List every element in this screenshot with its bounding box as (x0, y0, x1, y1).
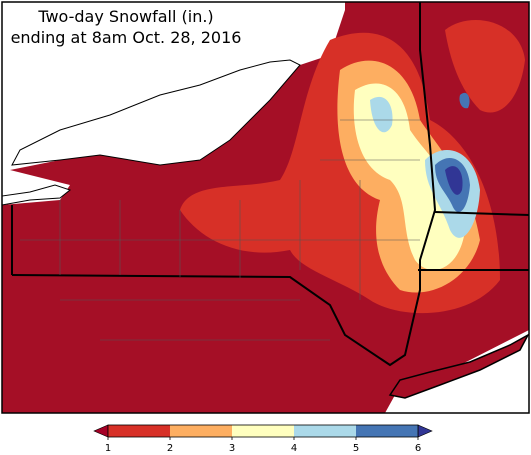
colorbar-over (417, 424, 433, 438)
long-island (388, 333, 530, 399)
colorbar-tick-label: 3 (229, 443, 235, 454)
lake-ontario (11, 59, 301, 166)
colorbar: 1 2 3 4 5 6 (93, 424, 433, 454)
colorbar-under (93, 424, 109, 438)
colorbar-segment (232, 425, 294, 437)
title-line: Two-day Snowfall (in.) (37, 7, 213, 26)
colorbar-segment (170, 425, 232, 437)
map-frame (1, 1, 530, 414)
colorbar-tick-label: 6 (415, 443, 421, 454)
lake-erie (1, 184, 72, 206)
colorbar-outline (107, 424, 419, 438)
colorbar-segment (294, 425, 356, 437)
state-borders (11, 2, 530, 367)
ocean (385, 340, 529, 413)
colorbar-segment (356, 425, 418, 437)
colorbar-tick-label: 2 (167, 443, 173, 454)
title-box (5, 4, 249, 50)
county-lines (20, 119, 420, 341)
colorbar-segment (108, 425, 170, 437)
snow-area-1-2b (445, 20, 525, 113)
colorbar-tick-label: 4 (291, 443, 297, 454)
title-line: ending at 8am Oct. 28, 2016 (11, 28, 242, 47)
colorbar-tick-label: 5 (353, 443, 359, 454)
colorbar-tick-label: 1 (105, 443, 111, 454)
snow-area-6-plus (445, 166, 463, 195)
